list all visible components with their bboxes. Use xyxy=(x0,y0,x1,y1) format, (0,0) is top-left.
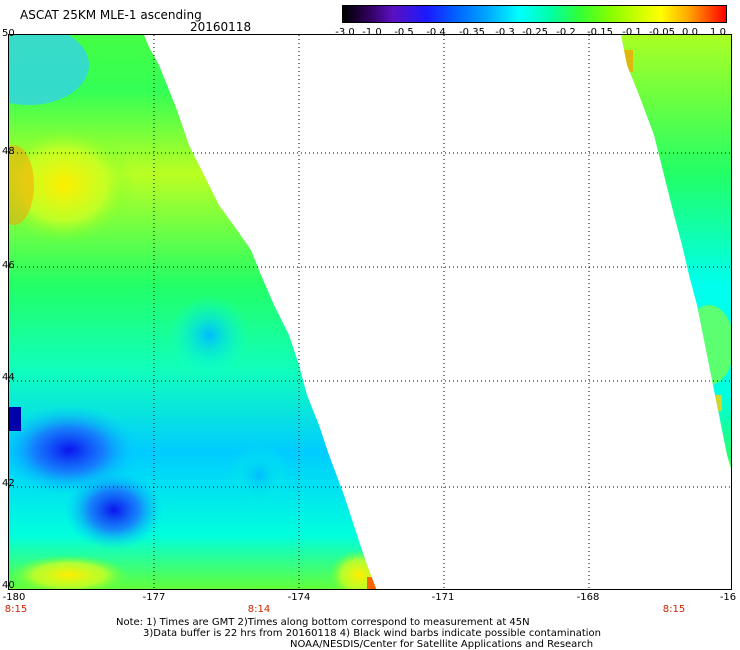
color-scale-bar xyxy=(342,5,727,23)
lon-label: -180 xyxy=(2,592,26,603)
note-line-3: NOAA/NESDIS/Center for Satellite Applica… xyxy=(290,639,594,650)
color-tick: -0.05 xyxy=(649,27,675,38)
color-tick: 1.0 xyxy=(710,27,726,38)
map-plot-area xyxy=(8,34,732,590)
time-label: 8:14 xyxy=(247,604,271,615)
color-tick: -0.15 xyxy=(587,27,613,38)
color-tick: -1.0 xyxy=(362,27,382,38)
lon-label: -171 xyxy=(431,592,455,603)
time-label: 8:15 xyxy=(662,604,686,615)
color-tick: -0.5 xyxy=(394,27,414,38)
map-date: 20160118 xyxy=(190,20,252,34)
note-line-2: 3)Data buffer is 22 hrs from 20160118 4)… xyxy=(143,628,601,639)
lat-label: 48 xyxy=(2,146,15,157)
note-line-1: Note: 1) Times are GMT 2)Times along bot… xyxy=(116,617,530,628)
lat-label: 50 xyxy=(2,28,15,39)
right-swath xyxy=(621,35,731,475)
lat-label: 42 xyxy=(2,478,15,489)
color-tick: -0.2 xyxy=(556,27,576,38)
color-tick: -3.0 xyxy=(335,27,355,38)
lat-label: 46 xyxy=(2,260,15,271)
swath-map xyxy=(9,35,731,589)
lat-label: 44 xyxy=(2,372,15,383)
lon-label: -177 xyxy=(142,592,166,603)
color-tick: -0.1 xyxy=(622,27,642,38)
color-tick: -0.4 xyxy=(426,27,446,38)
color-tick: -0.35 xyxy=(459,27,485,38)
lon-label: -168 xyxy=(576,592,600,603)
color-tick: -0.3 xyxy=(495,27,515,38)
map-title: ASCAT 25KM MLE-1 ascending xyxy=(20,8,202,22)
graticule xyxy=(9,35,731,589)
left-swath xyxy=(9,35,377,589)
lon-label: -16 xyxy=(719,592,737,603)
color-tick: -0.25 xyxy=(522,27,548,38)
lat-label: 40 xyxy=(2,580,15,591)
color-tick: 0.0 xyxy=(682,27,698,38)
time-label: 8:15 xyxy=(4,604,28,615)
lon-label: -174 xyxy=(287,592,311,603)
